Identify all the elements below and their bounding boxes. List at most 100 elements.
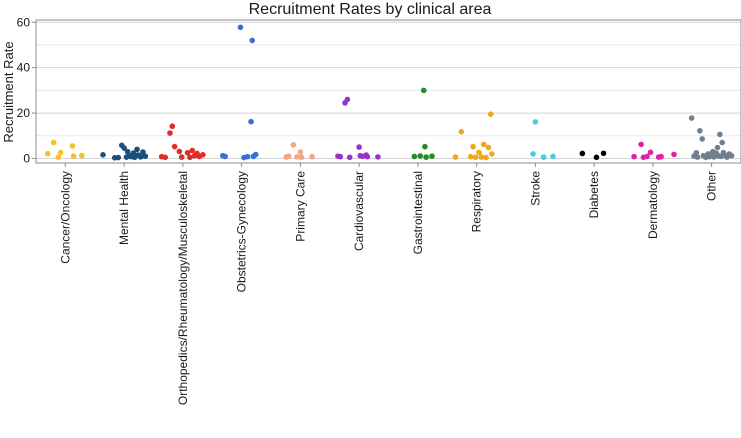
- series-dermatology: [631, 141, 677, 161]
- grid-layer: [36, 21, 741, 159]
- x-tick-label: Cardiovascular: [352, 171, 366, 251]
- data-point: [344, 96, 351, 103]
- data-point: [244, 153, 251, 160]
- data-point: [222, 153, 228, 160]
- x-tick-label: Respiratory: [470, 171, 484, 232]
- data-point: [487, 111, 494, 117]
- series-other: [688, 115, 735, 161]
- series-gastrointestinal: [411, 87, 435, 160]
- data-point: [420, 87, 427, 94]
- series-primary-care: [283, 142, 315, 161]
- data-point: [694, 154, 701, 160]
- data-point: [472, 154, 479, 161]
- x-tick-label: Cancer/Oncology: [58, 171, 72, 264]
- data-point: [688, 115, 695, 121]
- data-point: [550, 153, 556, 160]
- data-point: [429, 153, 435, 159]
- data-point: [717, 131, 723, 138]
- data-point: [483, 154, 489, 161]
- data-point: [121, 145, 127, 151]
- data-point: [237, 24, 244, 31]
- series-orthopedics-rheumatology-musculoskeletal: [158, 123, 206, 161]
- data-point: [178, 154, 185, 160]
- data-point: [411, 153, 418, 160]
- data-point: [658, 153, 664, 160]
- data-point: [137, 154, 144, 160]
- data-point: [579, 150, 586, 157]
- x-tick-label: Diabetes: [587, 171, 601, 218]
- data-point: [417, 153, 424, 159]
- data-point: [476, 149, 482, 156]
- data-point: [69, 143, 76, 149]
- data-point: [140, 149, 146, 155]
- data-point: [162, 154, 169, 161]
- data-point: [200, 152, 206, 158]
- y-tick-label: 60: [17, 15, 31, 29]
- data-point: [297, 149, 304, 155]
- plot-frame: [35, 19, 741, 164]
- data-point: [697, 127, 703, 134]
- chart-title: Recruitment Rates by clinical area: [249, 1, 492, 18]
- data-point: [130, 150, 137, 156]
- data-point: [171, 143, 178, 150]
- data-points: [44, 24, 735, 161]
- data-point: [530, 151, 536, 157]
- data-point: [714, 144, 721, 151]
- data-point: [189, 147, 196, 154]
- data-point: [57, 149, 64, 156]
- data-point: [719, 139, 725, 146]
- data-point: [631, 153, 637, 160]
- data-point: [70, 153, 77, 159]
- y-tick-label: 20: [17, 106, 31, 120]
- data-point: [693, 149, 700, 156]
- data-point: [115, 154, 122, 161]
- data-point: [647, 149, 654, 156]
- data-point: [728, 152, 735, 159]
- series-obstetrics-gynecology: [220, 24, 259, 161]
- data-point: [699, 136, 706, 142]
- y-tick-label: 0: [23, 151, 30, 165]
- data-point: [167, 130, 173, 136]
- data-point: [480, 141, 487, 148]
- data-point: [55, 154, 62, 161]
- x-tick-label: Mental Health: [117, 171, 131, 245]
- data-point: [124, 148, 131, 155]
- x-tick-label: Gastrointestinal: [411, 171, 425, 254]
- data-point: [294, 154, 300, 160]
- data-point: [532, 119, 539, 125]
- data-point: [364, 153, 371, 160]
- data-point: [422, 143, 428, 150]
- y-axis: 0 20 40 60: [17, 15, 36, 165]
- data-point: [249, 37, 255, 44]
- data-point: [458, 128, 465, 135]
- data-point: [169, 123, 176, 130]
- series-respiratory: [452, 111, 495, 161]
- series-cardiovascular: [335, 96, 381, 161]
- data-point: [79, 152, 85, 159]
- data-point: [540, 154, 547, 160]
- data-point: [50, 139, 57, 146]
- x-tick-label: Obstetrics-Gynecology: [235, 171, 249, 292]
- data-point: [423, 154, 429, 160]
- x-tick-label: Orthopedics/Rheumatology/Musculoskeletal: [176, 171, 190, 405]
- data-point: [346, 154, 353, 161]
- data-point: [470, 143, 476, 150]
- data-point: [478, 154, 485, 160]
- data-point: [337, 153, 344, 160]
- data-point: [290, 142, 297, 148]
- data-point: [375, 154, 381, 160]
- data-point: [600, 150, 607, 157]
- x-tick-label: Other: [705, 171, 719, 201]
- data-point: [248, 118, 254, 125]
- data-point: [134, 146, 140, 153]
- x-tick-label: Stroke: [528, 171, 542, 206]
- data-point: [176, 148, 183, 155]
- series-stroke: [530, 119, 556, 160]
- data-point: [467, 153, 474, 160]
- data-point: [452, 154, 459, 160]
- data-point: [44, 150, 51, 157]
- data-point: [593, 154, 600, 161]
- data-point: [485, 144, 492, 151]
